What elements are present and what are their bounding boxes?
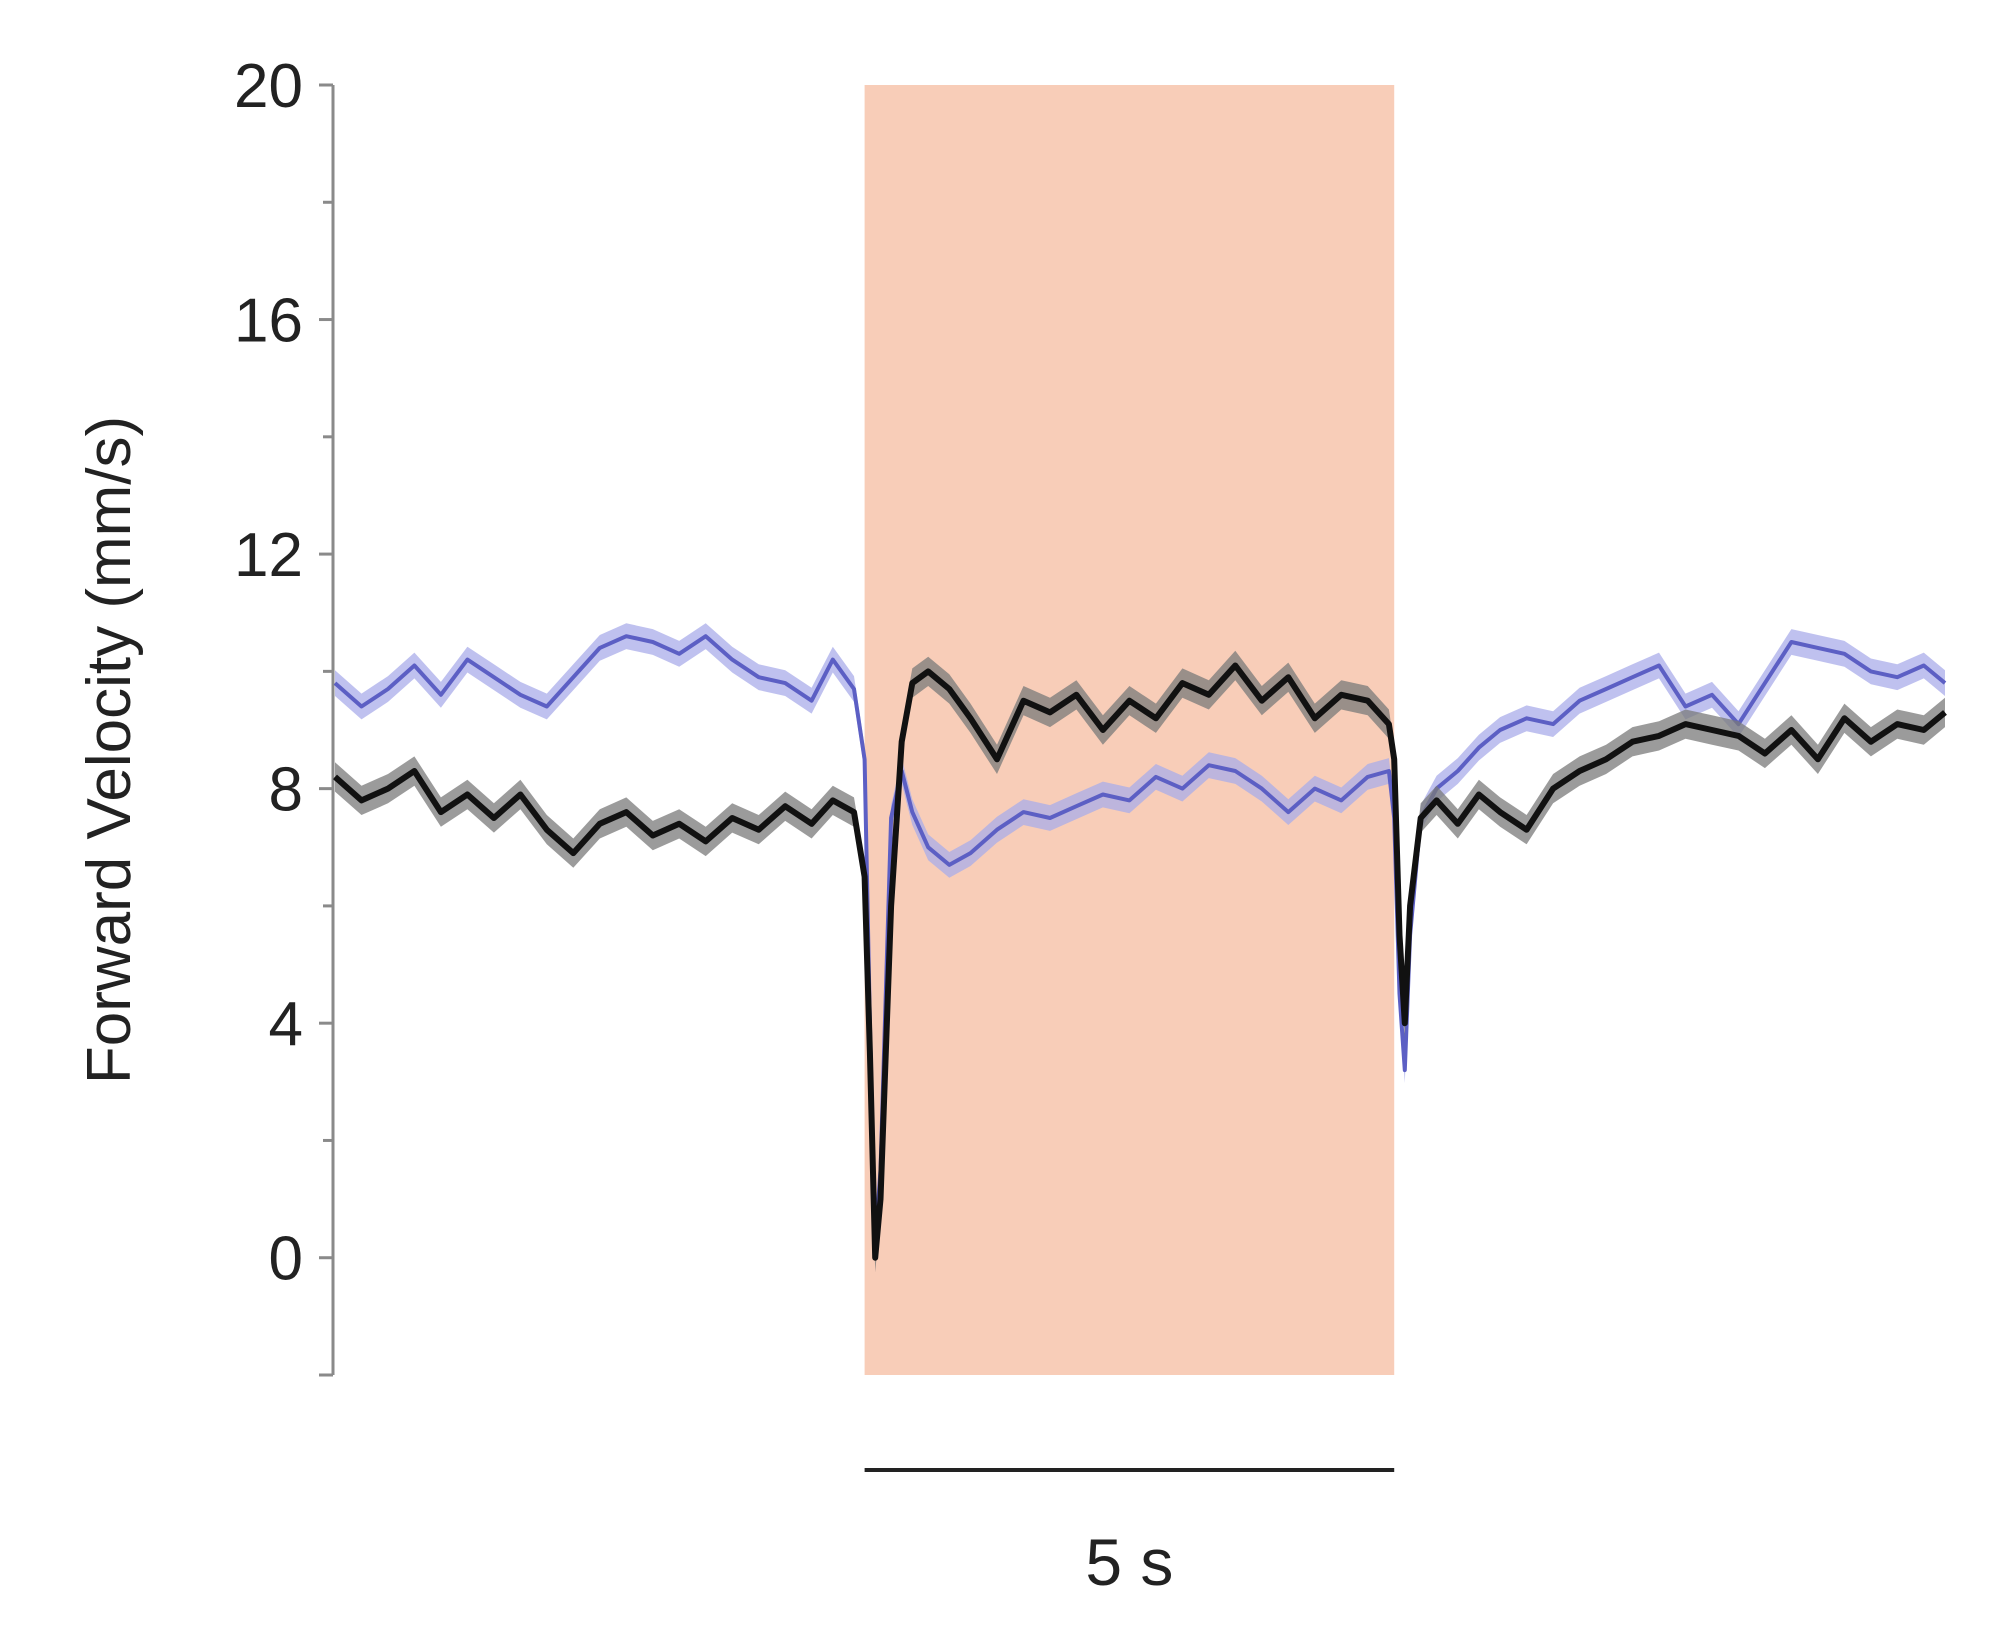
series-0-line xyxy=(333,634,1947,1248)
y-tick-label: 16 xyxy=(234,287,303,356)
series-1-line xyxy=(333,662,1947,1261)
y-tick-label: 12 xyxy=(234,521,303,590)
y-tick-label: 8 xyxy=(269,756,303,825)
series-0-error-band xyxy=(335,623,1945,1259)
stimulus-shading xyxy=(864,85,1395,1375)
y-tick-label: 20 xyxy=(234,52,303,121)
series-layer xyxy=(333,623,1947,1273)
scale-bar: 5 s xyxy=(864,1468,1395,1599)
y-tick-label: 0 xyxy=(269,1225,303,1294)
scale-bar-label: 5 s xyxy=(1085,1525,1173,1599)
stimulus-window xyxy=(864,85,1395,1375)
y-axis-title: Forward Velocity (mm/s) xyxy=(75,416,144,1084)
y-tick-label: 4 xyxy=(269,990,303,1059)
y-ticks: 0 4 8 12 16 20 xyxy=(234,52,333,1377)
